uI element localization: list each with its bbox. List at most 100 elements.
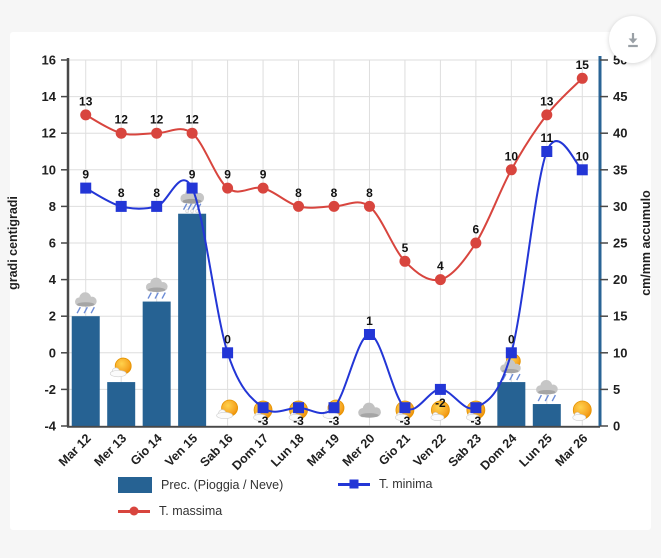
svg-text:11: 11 [540,131,553,145]
svg-text:Dom 17: Dom 17 [229,431,271,473]
t-massima-point[interactable] [186,127,198,139]
prec-bar[interactable] [107,382,136,426]
t-minima-line [85,140,583,415]
t-minima-point[interactable] [186,182,198,194]
t-minima-point[interactable] [328,402,340,414]
t-massima-point[interactable] [576,72,588,84]
weather-icon-rain-cloud [75,292,97,314]
t-massima-point[interactable] [115,127,127,139]
t-massima-point[interactable] [399,255,411,267]
prec-bar[interactable] [71,316,100,426]
t-minima-point[interactable] [363,329,375,340]
t-minima-point[interactable] [470,402,482,414]
precipitation-legend-swatch [118,477,152,493]
t-minima-series: 9 8 8 9 0 -3 -3 -3 1 -3 -2 -3 0 11 10 [80,131,589,428]
weather-icon-rain-cloud [536,380,558,402]
t-minima-legend-label: T. minima [379,477,433,491]
t-massima-series: 13 12 12 12 9 9 8 8 8 5 4 6 10 13 15 [79,58,589,286]
svg-text:-3: -3 [258,414,269,428]
svg-text:13: 13 [79,94,93,108]
svg-text:-2: -2 [44,382,56,397]
download-icon [622,29,644,51]
svg-text:2: 2 [49,309,56,324]
download-chart-button[interactable] [609,16,656,63]
left-axis-title: gradi centigradi [6,196,20,290]
t-massima-point[interactable] [222,182,234,194]
legend-item-t-massima[interactable]: T. massima [118,504,222,518]
prec-bar[interactable] [178,213,207,426]
weather-icon-sun-cloud [109,357,132,378]
svg-text:8: 8 [153,186,160,200]
svg-text:45: 45 [613,89,627,104]
right-axis-title: cm/mm accumulo [639,190,653,296]
svg-text:-3: -3 [471,414,482,428]
svg-text:20: 20 [613,272,627,287]
right-axis-tick-labels: 05101520253035404550 [613,53,627,434]
svg-text:Mar 26: Mar 26 [552,431,590,469]
t-minima-point[interactable] [80,182,92,194]
svg-text:Gio 14: Gio 14 [128,431,165,468]
svg-text:40: 40 [613,126,627,141]
prec-bar[interactable] [142,301,171,426]
t-minima-point[interactable] [115,200,127,212]
svg-text:9: 9 [189,168,196,182]
t-minima-point[interactable] [576,164,588,176]
t-minima-point[interactable] [151,200,163,212]
t-minima-point[interactable] [293,402,305,414]
t-minima-point[interactable] [434,383,446,395]
svg-text:0: 0 [49,345,56,360]
svg-text:-2: -2 [435,396,446,410]
svg-text:9: 9 [82,168,89,182]
svg-text:Ven 22: Ven 22 [411,431,449,469]
t-massima-point[interactable] [434,274,446,286]
svg-text:8: 8 [331,186,338,200]
svg-text:Lun 25: Lun 25 [517,431,555,469]
t-massima-point[interactable] [151,127,163,139]
t-minima-point[interactable] [222,347,234,359]
svg-text:30: 30 [613,199,627,214]
svg-text:10: 10 [42,162,56,177]
weather-icon-sun [572,400,592,421]
prec-bar[interactable] [532,404,561,426]
svg-text:12: 12 [185,113,199,127]
weather-icon-sun [430,400,450,421]
t-minima-point[interactable] [541,146,553,157]
t-massima-point[interactable] [293,200,305,212]
svg-text:15: 15 [613,309,627,324]
svg-text:10: 10 [576,149,590,163]
precipitation-legend-label: Prec. (Pioggia / Neve) [161,478,284,492]
t-massima-point[interactable] [328,200,340,212]
svg-text:Lun 18: Lun 18 [268,431,306,469]
svg-text:8: 8 [49,199,56,214]
svg-text:5: 5 [613,382,620,397]
svg-text:15: 15 [576,58,590,72]
t-massima-point[interactable] [541,109,553,121]
svg-text:-3: -3 [293,414,304,428]
axes [61,56,608,428]
t-massima-point[interactable] [470,237,482,249]
legend-item-precipitation[interactable]: Prec. (Pioggia / Neve) [118,477,283,493]
svg-text:0: 0 [508,332,515,346]
svg-text:-4: -4 [44,419,56,434]
svg-text:14: 14 [42,89,57,104]
t-massima-labels: 13 12 12 12 9 9 8 8 8 5 4 6 10 13 15 [79,58,589,273]
prec-bar[interactable] [497,382,526,426]
svg-text:5: 5 [402,241,409,255]
svg-text:9: 9 [260,168,267,182]
weather-icon-sun-cloud [216,399,239,419]
svg-text:1: 1 [366,314,373,328]
svg-text:6: 6 [473,223,480,237]
precipitation-bars [71,213,561,426]
t-massima-point[interactable] [363,200,375,212]
t-minima-point[interactable] [505,347,517,359]
t-massima-point[interactable] [257,182,269,194]
svg-text:8: 8 [118,186,125,200]
legend-item-t-minima[interactable]: T. minima [338,477,432,491]
t-minima-legend-swatch [338,479,370,489]
t-minima-point[interactable] [399,402,411,414]
t-minima-point[interactable] [257,402,269,414]
t-massima-point[interactable] [80,109,92,121]
svg-text:4: 4 [437,259,444,273]
t-massima-point[interactable] [505,164,517,176]
